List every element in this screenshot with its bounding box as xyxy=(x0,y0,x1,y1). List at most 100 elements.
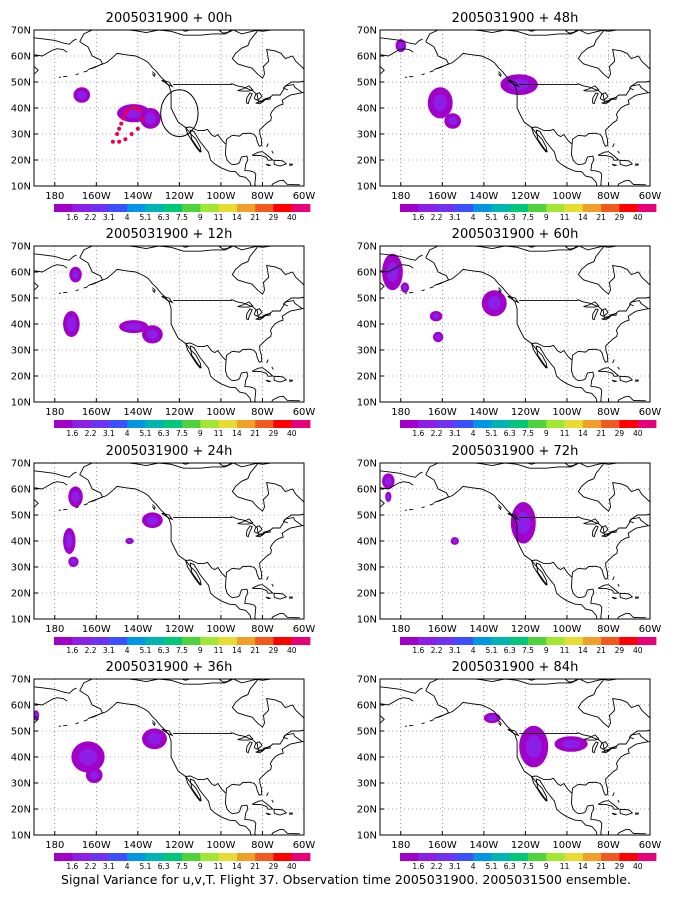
coastline xyxy=(83,503,89,506)
colorbar-label: 4 xyxy=(125,862,130,871)
coastline xyxy=(231,299,288,319)
coastline xyxy=(531,776,547,802)
colorbar-label: 3.1 xyxy=(449,646,461,655)
coastline xyxy=(253,525,263,534)
x-tick-label: 140W xyxy=(469,407,498,418)
map-panel: 2005031900 + 48h 10N 20N 30N 40N 50N 60N 70N 180… xyxy=(357,11,662,222)
y-tick-label: 20N xyxy=(357,589,377,600)
colorbar-label: 29 xyxy=(269,429,279,438)
coastline xyxy=(648,30,650,31)
coastline xyxy=(571,793,646,835)
colorbar-label: 14 xyxy=(232,213,242,222)
coastline xyxy=(531,559,573,578)
coastline xyxy=(591,92,599,105)
coastline xyxy=(271,583,274,587)
colorbar-label: 14 xyxy=(578,862,588,871)
colorbar-swatch xyxy=(145,853,165,861)
variance-core xyxy=(127,539,132,543)
colorbar-label: 11 xyxy=(560,862,570,871)
coastline xyxy=(380,282,385,291)
colorbar-label: 2.2 xyxy=(431,646,443,655)
coastline xyxy=(612,359,615,364)
colorbar-swatch xyxy=(400,637,419,645)
variance-core xyxy=(435,334,442,340)
colorbar-label: 5.1 xyxy=(139,429,151,438)
colorbar-label: 29 xyxy=(269,646,279,655)
flight-track-point xyxy=(135,126,140,131)
coastline xyxy=(271,150,274,154)
y-tick-label: 50N xyxy=(357,294,377,305)
colorbar-swatch xyxy=(546,420,565,428)
coastline xyxy=(498,504,502,511)
verification-circle xyxy=(160,89,199,138)
colorbar-swatch xyxy=(236,204,256,212)
coastline xyxy=(583,85,600,92)
colorbar-label: 7.5 xyxy=(522,862,534,871)
coastline xyxy=(302,679,304,680)
colorbar-swatch xyxy=(108,637,128,645)
coastline xyxy=(591,525,599,538)
colorbar-label: 3.1 xyxy=(449,862,461,871)
map-panel: 2005031900 + 00h 10N 20N 30N 40N 50N 60N 70N 180… xyxy=(11,11,316,222)
colorbar-swatch xyxy=(255,853,274,861)
colorbar-swatch xyxy=(72,420,91,428)
colorbar-swatch xyxy=(637,204,657,212)
variance-core xyxy=(144,112,157,125)
coastline xyxy=(79,257,252,402)
coastline xyxy=(612,792,615,797)
coastline xyxy=(245,92,253,105)
colorbar-label: 11 xyxy=(560,429,570,438)
x-tick-label: 80W xyxy=(597,840,620,851)
coastline xyxy=(601,316,611,321)
colorbar-swatch xyxy=(601,420,620,428)
coastline xyxy=(185,776,201,802)
coastline xyxy=(380,499,385,508)
colorbar-label: 5.1 xyxy=(485,429,497,438)
x-tick-label: 60W xyxy=(293,191,316,202)
colorbar-label: 1.6 xyxy=(66,862,78,871)
coastline xyxy=(571,360,646,402)
coastline xyxy=(634,596,640,599)
x-tick-label: 140W xyxy=(469,191,498,202)
coastline xyxy=(577,679,650,742)
coastline xyxy=(231,83,288,103)
colorbar-label: 29 xyxy=(615,862,625,871)
coastline xyxy=(231,30,304,93)
colorbar-swatch xyxy=(127,204,146,212)
coastline xyxy=(225,360,300,402)
coastline xyxy=(251,367,274,377)
colorbar-label: 14 xyxy=(232,646,242,655)
coastline xyxy=(648,463,650,464)
colorbar-label: 9 xyxy=(198,862,203,871)
coastline xyxy=(421,506,425,509)
coastline xyxy=(519,83,578,86)
x-tick-label: 160W xyxy=(428,840,457,851)
colorbar-swatch xyxy=(418,637,437,645)
coastline xyxy=(231,732,288,752)
colorbar-swatch xyxy=(418,853,437,861)
map-panel: 2005031900 + 60h 10N 20N 30N 40N 50N 60N 70N 180… xyxy=(357,227,662,438)
coastline xyxy=(34,264,68,273)
coastline xyxy=(288,812,294,815)
colorbar-swatch xyxy=(54,204,73,212)
coastline xyxy=(429,286,435,289)
coastline xyxy=(265,812,272,816)
coastline xyxy=(577,732,634,752)
colorbar-label: 11 xyxy=(214,429,224,438)
y-tick-label: 20N xyxy=(11,156,31,167)
variance-core xyxy=(402,284,408,291)
colorbar-label: 5.1 xyxy=(139,213,151,222)
coastline xyxy=(218,463,232,467)
coastline xyxy=(597,367,620,377)
coastline xyxy=(185,343,201,369)
colorbar-swatch xyxy=(582,420,602,428)
colorbar-label: 9 xyxy=(544,862,549,871)
coastline xyxy=(599,741,609,750)
colorbar-swatch xyxy=(218,204,238,212)
y-tick-label: 30N xyxy=(357,346,377,357)
variance-core xyxy=(65,533,73,549)
colorbar-swatch xyxy=(273,637,293,645)
colorbar-label: 40 xyxy=(633,862,643,871)
colorbar-label: 1.6 xyxy=(66,646,78,655)
y-tick-label: 40N xyxy=(11,320,31,331)
